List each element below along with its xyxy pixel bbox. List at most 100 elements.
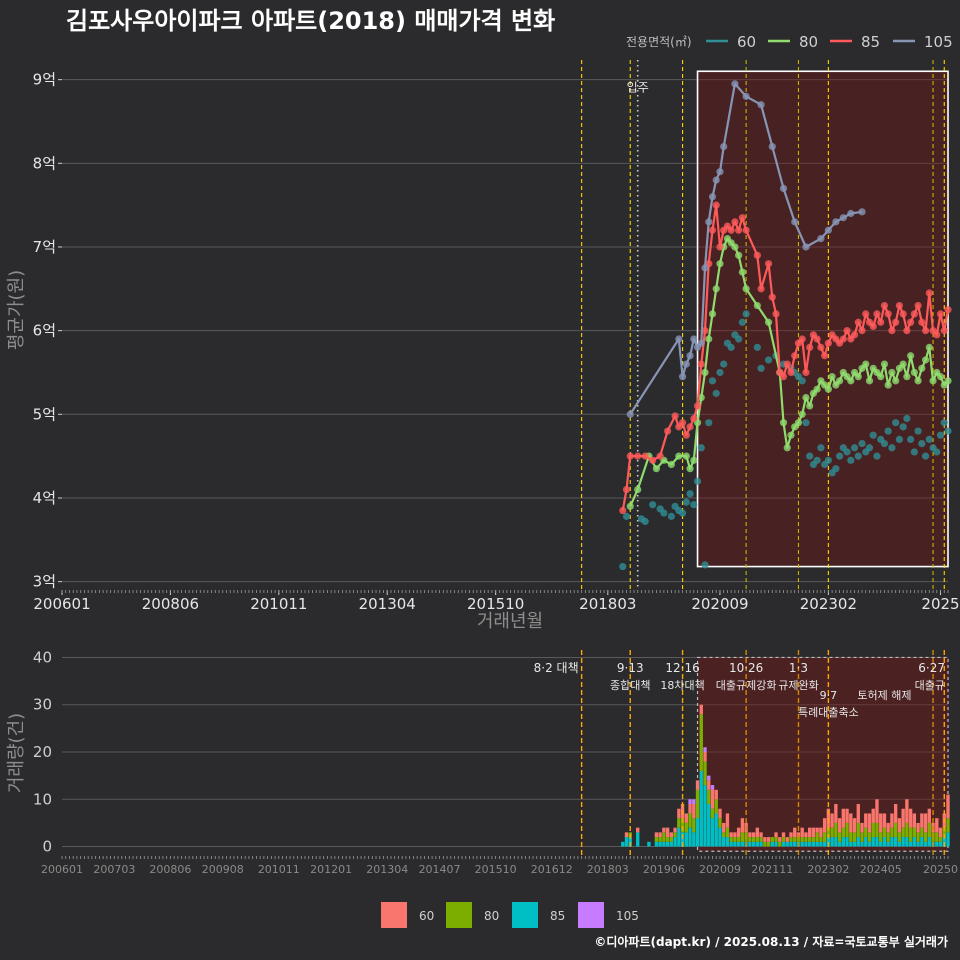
volume-bar-85 bbox=[841, 837, 846, 847]
series-85-point bbox=[742, 226, 750, 234]
series-80-point bbox=[712, 285, 720, 293]
series-85-point bbox=[712, 201, 720, 209]
price-ytick-label-0: 3억 bbox=[33, 573, 56, 591]
volume-bar-60 bbox=[748, 832, 752, 838]
volume-bar-80 bbox=[819, 837, 823, 842]
series-60-point bbox=[888, 444, 896, 452]
series-80-point bbox=[783, 444, 791, 452]
series-80-point bbox=[921, 356, 930, 364]
volume-bar-80 bbox=[890, 827, 894, 838]
series-80-point bbox=[738, 268, 746, 276]
volume-bar-85 bbox=[688, 827, 692, 847]
volume-bar-85 bbox=[703, 785, 707, 847]
series-60-point bbox=[835, 452, 844, 460]
volume-bar-85 bbox=[935, 841, 939, 847]
volume-bar-85 bbox=[759, 841, 763, 847]
series-85-point bbox=[708, 226, 717, 234]
volume-bar-85 bbox=[849, 841, 853, 847]
volume-bar-80 bbox=[946, 818, 950, 833]
volume-bar-80 bbox=[722, 832, 726, 838]
series-60-point bbox=[678, 509, 687, 517]
price-ytick-label-4: 7억 bbox=[33, 238, 56, 256]
volume-bar-60 bbox=[722, 822, 726, 833]
volume-bar-80 bbox=[669, 837, 674, 842]
volume-bar-60 bbox=[845, 808, 849, 823]
series-60-point bbox=[660, 509, 668, 517]
series-80-point bbox=[753, 301, 761, 310]
price-xtick-label-1: 200806 bbox=[142, 595, 199, 613]
series-60-point bbox=[753, 343, 761, 351]
volume-bar-80 bbox=[714, 799, 718, 814]
volume-bar-85 bbox=[673, 837, 677, 847]
volume-bar-85 bbox=[860, 841, 864, 847]
volume-legend-label-85: 85 bbox=[550, 909, 565, 923]
volume-bars bbox=[621, 704, 950, 847]
series-85-point bbox=[850, 331, 859, 339]
series-85-point bbox=[869, 322, 877, 331]
volume-bar-60 bbox=[662, 827, 666, 833]
series-85-point bbox=[839, 335, 847, 343]
volume-bar-60 bbox=[841, 808, 846, 828]
price-ytick-label-2: 5억 bbox=[33, 405, 56, 423]
volume-bar-80 bbox=[826, 827, 831, 838]
volume-bar-60 bbox=[695, 780, 700, 790]
volume-ytick-label-1: 10 bbox=[33, 790, 52, 808]
series-80-point bbox=[907, 352, 915, 360]
series-105-group bbox=[626, 80, 866, 418]
volume-bar-60 bbox=[774, 832, 778, 838]
volume-bar-60 bbox=[935, 818, 939, 833]
volume-bar-80 bbox=[740, 832, 745, 842]
volume-bar-85 bbox=[718, 827, 722, 847]
volume-bar-80 bbox=[942, 827, 946, 838]
volume-bar-80 bbox=[867, 832, 872, 842]
volume-bar-85 bbox=[636, 832, 640, 847]
series-60-point bbox=[682, 498, 690, 506]
volume-xtick-label-14: 202302 bbox=[807, 863, 849, 876]
volume-bar-85 bbox=[897, 841, 902, 847]
legend-label-85: 85 bbox=[861, 33, 880, 51]
volume-bar-60 bbox=[800, 827, 804, 838]
volume-bar-80 bbox=[774, 837, 778, 842]
price-x-axis: 200601 200806 201011 201304 201510 201803 2020… bbox=[33, 590, 960, 613]
series-60-point bbox=[899, 423, 907, 431]
volume-bar-80 bbox=[677, 818, 681, 828]
volume-bar-80 bbox=[908, 827, 913, 842]
series-85-point bbox=[914, 301, 922, 310]
series-80-point bbox=[888, 368, 896, 377]
volume-bar-60 bbox=[856, 804, 860, 823]
price-xtick-label-6: 202009 bbox=[691, 595, 748, 613]
volume-bar-85 bbox=[837, 841, 842, 847]
series-80-point bbox=[892, 377, 900, 385]
series-105-point bbox=[779, 184, 788, 193]
volume-bar-60 bbox=[751, 832, 756, 838]
series-85-point bbox=[787, 368, 795, 377]
volume-bar-85 bbox=[665, 841, 670, 847]
series-85-point bbox=[656, 452, 664, 460]
volume-bar-80 bbox=[781, 837, 786, 842]
series-60-point bbox=[649, 501, 657, 509]
volume-bar-60 bbox=[871, 808, 875, 823]
volume-bar-85 bbox=[845, 837, 849, 847]
volume-bar-85 bbox=[755, 841, 760, 847]
volume-bar-85 bbox=[733, 841, 737, 847]
volume-bar-60 bbox=[916, 822, 920, 833]
volume-bar-105 bbox=[692, 799, 696, 804]
series-105-point bbox=[626, 410, 634, 418]
volume-bar-80 bbox=[703, 761, 707, 786]
series-60-point bbox=[936, 431, 945, 439]
volume-legend-key-85 bbox=[512, 902, 538, 928]
volume-bar-85 bbox=[748, 841, 752, 847]
series-85-point bbox=[690, 414, 698, 423]
series-80-point bbox=[899, 360, 907, 368]
volume-bar-85 bbox=[658, 841, 662, 847]
volume-bar-60 bbox=[740, 818, 745, 833]
series-60-point bbox=[727, 343, 735, 351]
volume-xtick-label-4: 201011 bbox=[258, 863, 300, 876]
volume-bar-85 bbox=[684, 832, 688, 847]
volume-xtick-label-7: 201407 bbox=[419, 863, 461, 876]
volume-bar-60 bbox=[763, 837, 767, 842]
volume-legend-label-60: 60 bbox=[419, 909, 434, 923]
volume-legend-key-105 bbox=[578, 902, 604, 928]
volume-bar-85 bbox=[789, 841, 793, 847]
volume-xtick-label-13: 202111 bbox=[751, 863, 793, 876]
